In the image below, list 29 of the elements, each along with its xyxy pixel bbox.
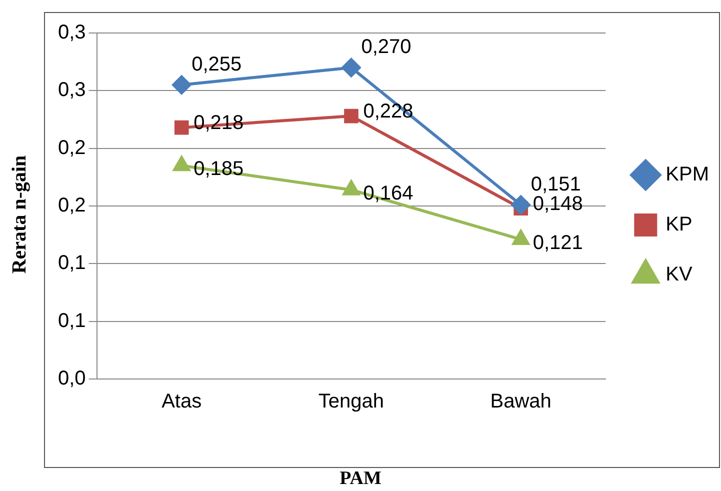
point — [342, 58, 361, 78]
legend-label: KPM — [666, 164, 710, 186]
point — [344, 108, 358, 124]
x-axis-title: PAM — [338, 468, 382, 490]
legend-label: KV — [666, 264, 693, 286]
x-tick-label: Atas — [162, 390, 202, 413]
x-tick-label: Bawah — [490, 390, 552, 413]
data-label: 0,270 — [361, 36, 412, 58]
legend-label: KP — [666, 214, 692, 236]
data-label: 0,148 — [532, 192, 583, 215]
data-label: 0,121 — [532, 232, 583, 254]
y-axis-title: Rerata n-gain — [8, 154, 32, 274]
point — [511, 195, 530, 214]
data-label: 0,164 — [363, 182, 414, 204]
y-tick-label: 0,2 — [58, 136, 86, 159]
y-tick-label: 0,3 — [58, 79, 86, 102]
y-tick-label: 0,1 — [58, 310, 86, 332]
point — [173, 156, 190, 172]
point — [342, 180, 360, 196]
data-label: 0,255 — [192, 53, 242, 76]
y-tick-label: 0,1 — [58, 252, 86, 274]
point — [512, 230, 530, 245]
data-label: 0,151 — [530, 173, 581, 196]
y-tick-label: 0,3 — [58, 22, 86, 44]
x-tick-label: Tengah — [318, 390, 384, 413]
y-tick-label: 0,0 — [58, 368, 86, 390]
y-tick-label: 0,2 — [58, 194, 86, 217]
point — [172, 75, 192, 94]
point — [174, 120, 189, 135]
